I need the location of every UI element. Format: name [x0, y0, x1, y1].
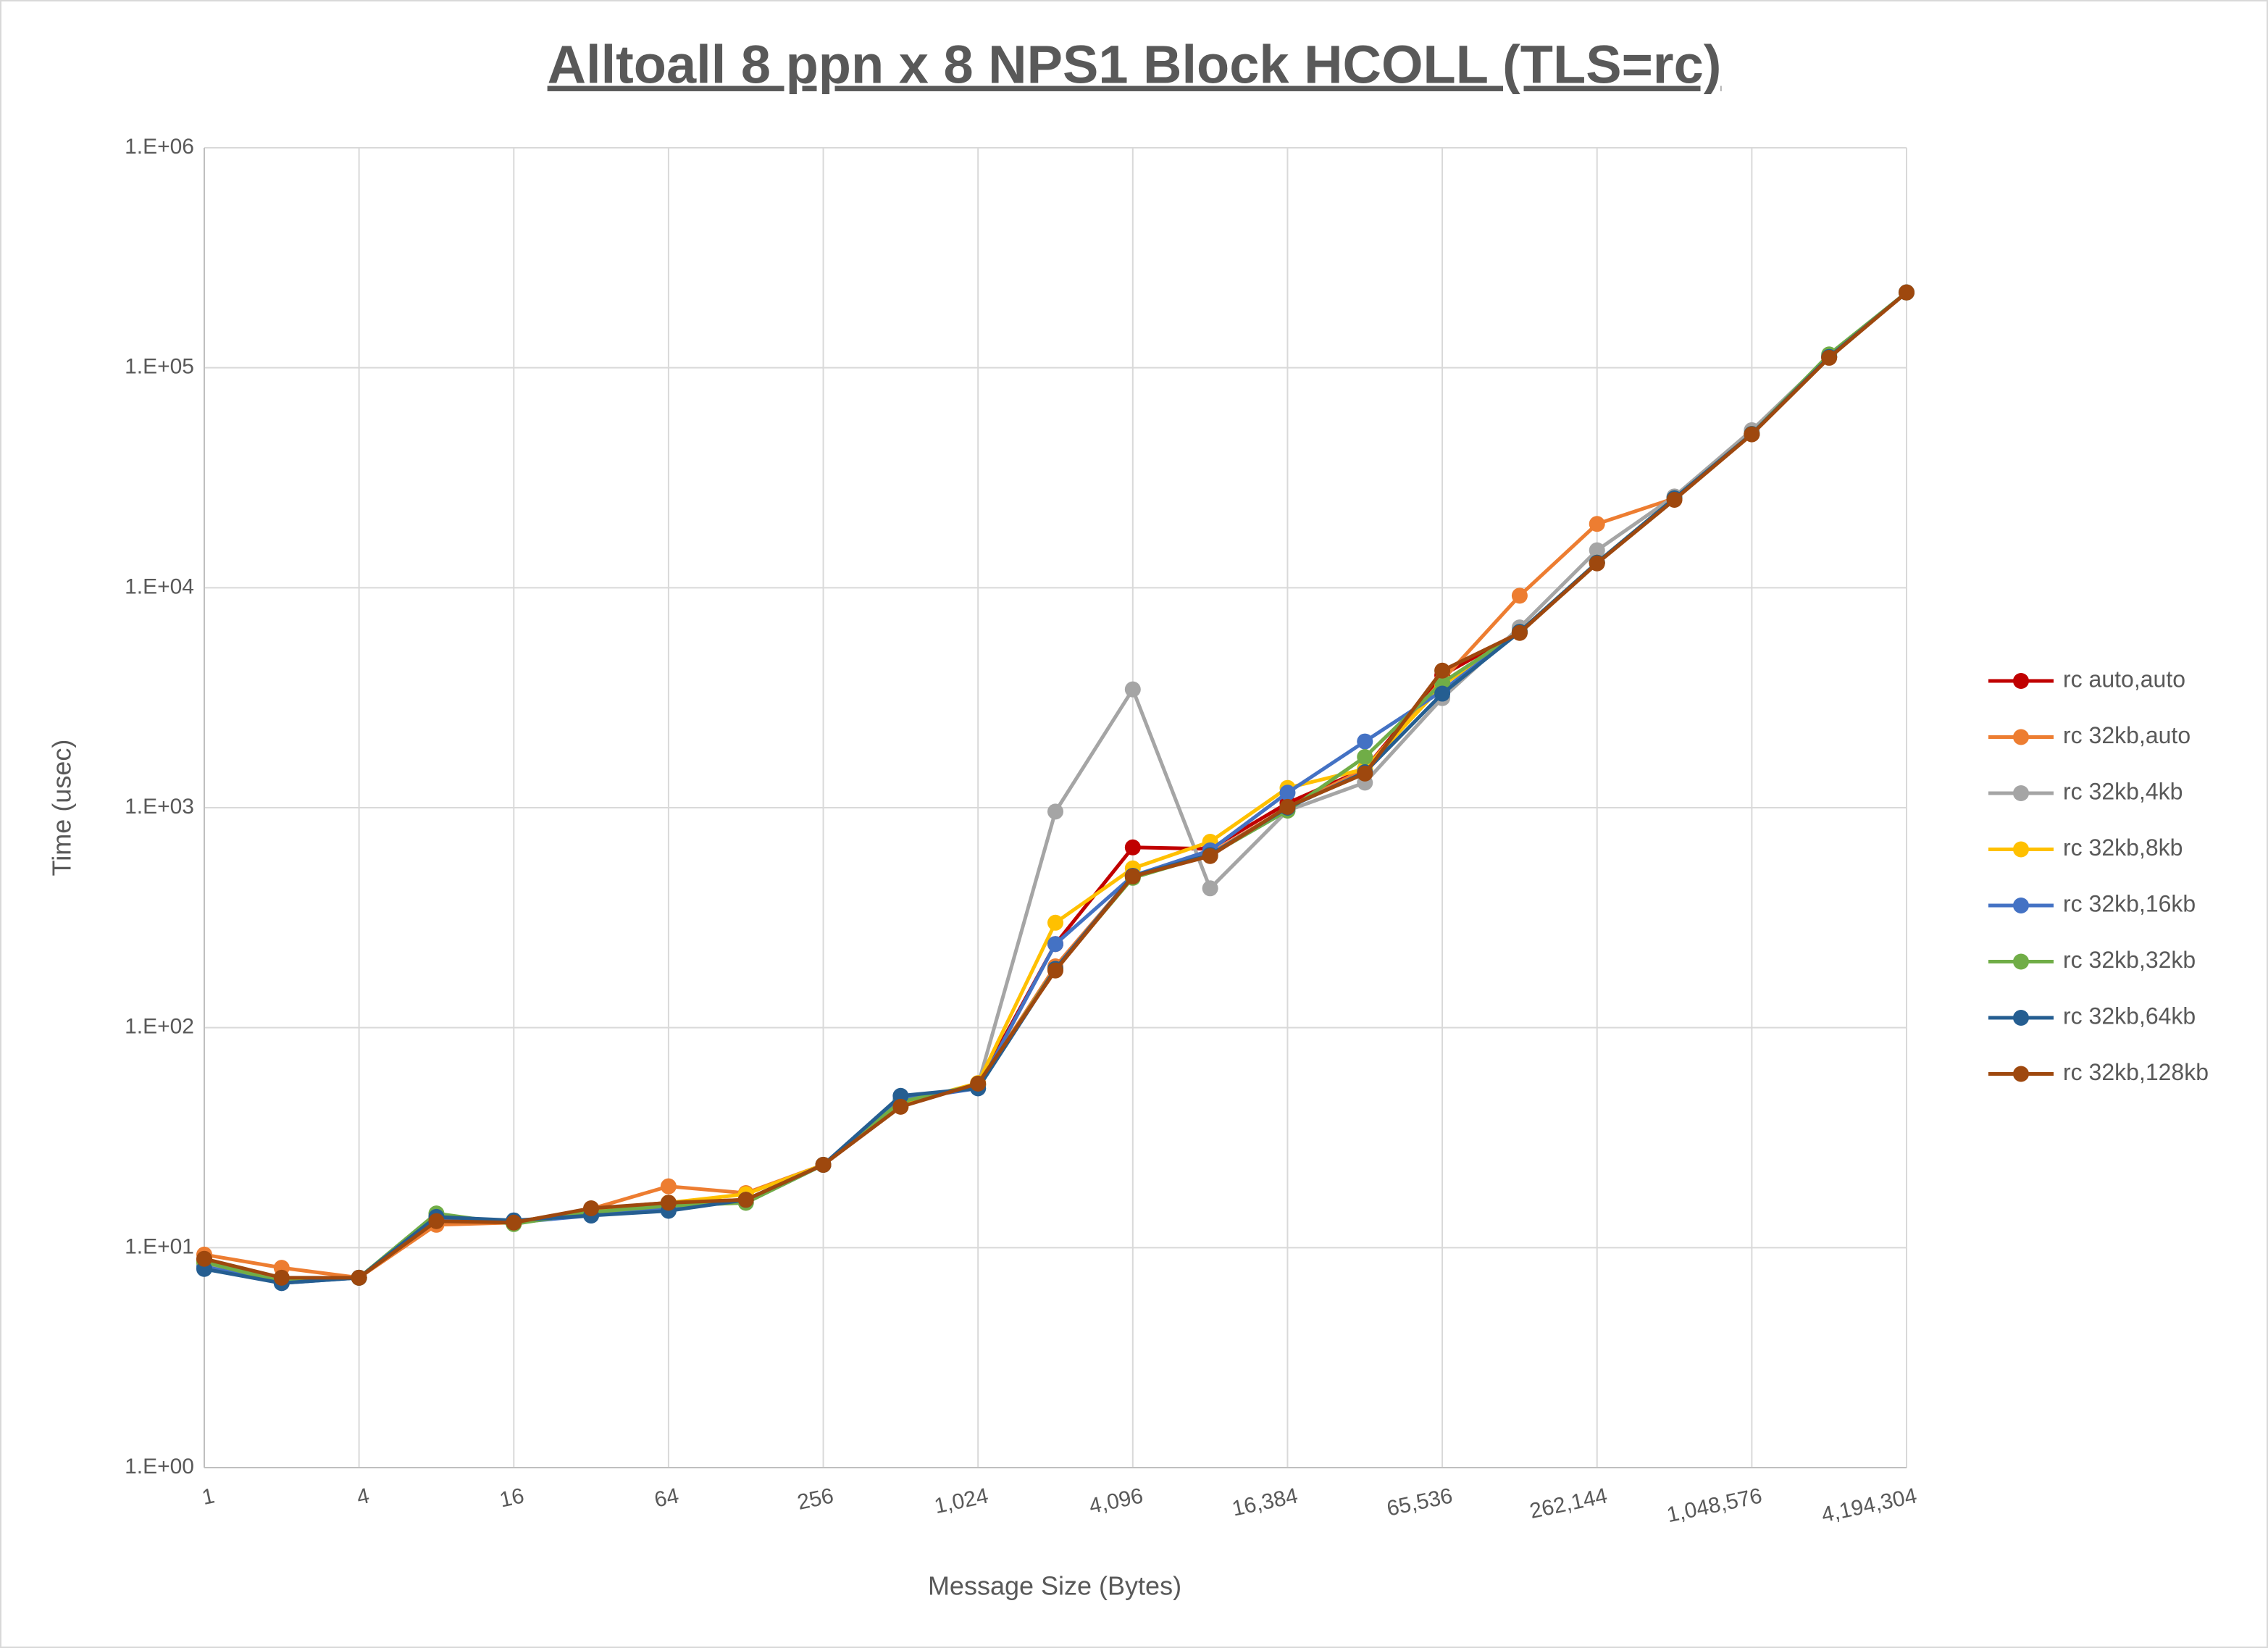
legend-marker — [2013, 1010, 2029, 1026]
data-point — [1589, 542, 1605, 559]
y-tick-label: 1.E+00 — [125, 1455, 194, 1478]
data-point — [1434, 685, 1451, 702]
data-point — [737, 1192, 754, 1208]
chart-title: Alltoall 8 ppn x 8 NPS1 Block HCOLL (TLS… — [548, 35, 1722, 95]
data-point — [1124, 868, 1141, 884]
x-tick-label: 64 — [653, 1484, 682, 1512]
legend-label: rc 32kb,128kb — [2063, 1059, 2209, 1085]
data-point — [1357, 749, 1373, 766]
data-point — [1047, 962, 1063, 979]
legend-label: rc auto,auto — [2063, 666, 2185, 692]
legend-label: rc 32kb,8kb — [2063, 835, 2183, 861]
legend-marker — [2013, 729, 2029, 745]
data-point — [1666, 491, 1683, 508]
data-point — [1589, 516, 1605, 532]
x-tick-label: 16 — [498, 1484, 527, 1512]
legend-label: rc 32kb,16kb — [2063, 890, 2196, 916]
data-point — [428, 1213, 445, 1229]
legend-marker — [2013, 953, 2029, 970]
data-point — [1511, 624, 1528, 641]
data-point — [1202, 880, 1218, 897]
y-tick-label: 1.E+03 — [125, 795, 194, 819]
data-point — [1124, 839, 1141, 856]
legend-marker — [2013, 841, 2029, 858]
legend-marker — [2013, 673, 2029, 689]
x-axis-title: Message Size (Bytes) — [928, 1571, 1181, 1601]
data-point — [583, 1200, 600, 1216]
data-point — [1821, 349, 1838, 366]
legend-label: rc 32kb,64kb — [2063, 1003, 2196, 1029]
y-axis-title: Time (usec) — [47, 740, 77, 877]
data-point — [1279, 785, 1296, 801]
x-tick-label: 4 — [355, 1484, 372, 1510]
data-point — [1357, 733, 1373, 750]
data-point — [1047, 936, 1063, 953]
data-point — [892, 1087, 909, 1104]
data-point — [1047, 914, 1063, 931]
x-tick-label: 1 — [200, 1484, 217, 1510]
data-point — [1047, 803, 1063, 820]
legend-label: rc 32kb,32kb — [2063, 947, 2196, 973]
data-point — [660, 1178, 677, 1195]
data-point — [506, 1214, 522, 1231]
y-tick-label: 1.E+06 — [125, 135, 194, 159]
legend-label: rc 32kb,auto — [2063, 722, 2190, 748]
data-point — [660, 1195, 677, 1211]
data-point — [1434, 662, 1451, 679]
data-point — [196, 1250, 212, 1267]
data-point — [273, 1269, 290, 1286]
data-point — [351, 1269, 367, 1286]
y-tick-label: 1.E+01 — [125, 1234, 194, 1258]
data-point — [1279, 798, 1296, 815]
y-tick-label: 1.E+04 — [125, 574, 194, 598]
y-tick-label: 1.E+02 — [125, 1015, 194, 1039]
y-tick-label: 1.E+05 — [125, 355, 194, 379]
data-point — [1124, 681, 1141, 698]
legend-marker — [2013, 898, 2029, 913]
data-point — [1357, 765, 1373, 782]
data-point — [892, 1098, 909, 1115]
data-point — [1744, 426, 1760, 443]
data-point — [970, 1075, 987, 1092]
legend-label: rc 32kb,4kb — [2063, 778, 2183, 804]
data-point — [1511, 587, 1528, 604]
data-point — [1899, 284, 1915, 301]
data-point — [1589, 555, 1605, 572]
data-point — [1202, 848, 1218, 864]
data-point — [815, 1156, 832, 1173]
legend-marker — [2013, 785, 2029, 801]
legend-marker — [2013, 1066, 2029, 1082]
